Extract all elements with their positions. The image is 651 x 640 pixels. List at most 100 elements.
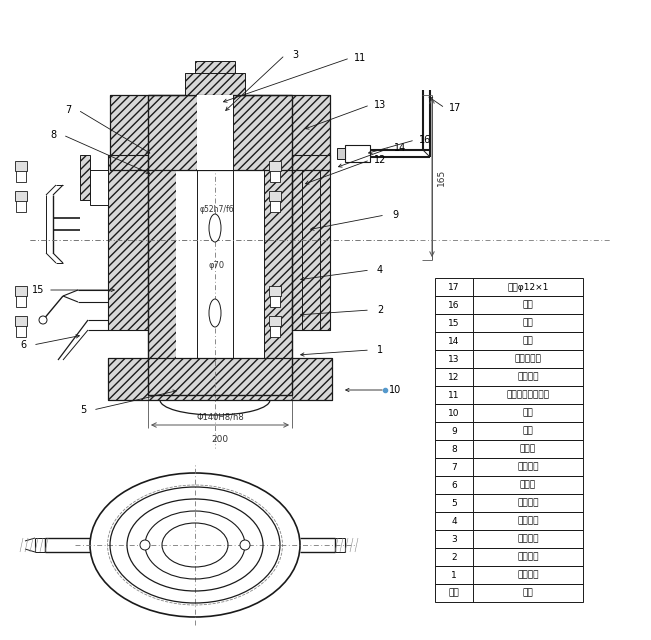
Bar bbox=[269, 191, 281, 201]
Text: 16: 16 bbox=[419, 135, 431, 145]
Text: 3: 3 bbox=[292, 50, 298, 60]
Text: 14: 14 bbox=[394, 143, 406, 153]
Bar bbox=[435, 296, 583, 314]
Bar bbox=[270, 325, 280, 337]
Text: 嵌料: 嵌料 bbox=[523, 319, 533, 328]
Text: 1: 1 bbox=[377, 345, 383, 355]
Text: 2: 2 bbox=[377, 305, 383, 315]
Text: 13: 13 bbox=[449, 355, 460, 364]
Text: 8: 8 bbox=[50, 130, 56, 140]
Text: 17: 17 bbox=[449, 282, 460, 291]
Text: 16: 16 bbox=[449, 301, 460, 310]
Text: 螺栓: 螺栓 bbox=[523, 408, 533, 417]
Bar bbox=[108, 155, 148, 330]
Text: 丝堵: 丝堵 bbox=[523, 426, 533, 435]
Bar bbox=[16, 200, 26, 212]
Text: 11: 11 bbox=[354, 53, 366, 63]
Text: 口形密封圈: 口形密封圈 bbox=[514, 355, 542, 364]
Text: 8: 8 bbox=[451, 445, 457, 454]
Text: 7: 7 bbox=[451, 463, 457, 472]
Bar bbox=[16, 170, 26, 182]
Text: 12: 12 bbox=[449, 372, 460, 381]
Bar bbox=[80, 155, 90, 200]
Text: 填料环: 填料环 bbox=[520, 445, 536, 454]
Bar bbox=[435, 332, 583, 350]
Text: 9: 9 bbox=[392, 210, 398, 220]
Bar bbox=[185, 73, 245, 95]
Bar bbox=[195, 61, 235, 73]
Bar bbox=[435, 386, 583, 404]
Bar bbox=[435, 404, 583, 422]
Bar bbox=[435, 476, 583, 494]
Text: 6: 6 bbox=[20, 340, 26, 350]
Bar bbox=[110, 95, 330, 170]
Bar bbox=[435, 314, 583, 332]
Bar bbox=[108, 358, 332, 400]
Bar bbox=[15, 191, 27, 201]
Bar bbox=[435, 548, 583, 566]
Text: 4: 4 bbox=[377, 265, 383, 275]
Text: 锁紧螺母: 锁紧螺母 bbox=[518, 534, 539, 543]
Text: 4: 4 bbox=[451, 516, 457, 525]
Text: 填料轴套: 填料轴套 bbox=[518, 552, 539, 561]
Bar bbox=[176, 95, 264, 395]
Bar bbox=[269, 161, 281, 171]
Text: 1: 1 bbox=[451, 570, 457, 579]
Text: 13: 13 bbox=[374, 100, 386, 110]
Bar bbox=[269, 316, 281, 326]
Text: 10: 10 bbox=[389, 385, 401, 395]
Circle shape bbox=[39, 316, 47, 324]
Bar bbox=[435, 584, 583, 602]
Text: 螺母: 螺母 bbox=[523, 337, 533, 346]
Bar bbox=[270, 200, 280, 212]
Text: 钉管φ12×1: 钉管φ12×1 bbox=[507, 282, 549, 291]
Bar bbox=[435, 440, 583, 458]
Bar bbox=[16, 325, 26, 337]
Circle shape bbox=[140, 540, 150, 550]
Bar bbox=[270, 295, 280, 307]
Text: 5: 5 bbox=[80, 405, 86, 415]
Bar bbox=[90, 170, 108, 205]
Text: 序号: 序号 bbox=[449, 589, 460, 598]
Bar bbox=[269, 286, 281, 296]
Text: 11: 11 bbox=[449, 390, 460, 399]
Text: 3: 3 bbox=[451, 534, 457, 543]
Bar bbox=[15, 286, 27, 296]
Bar bbox=[16, 295, 26, 307]
Bar bbox=[264, 95, 292, 395]
Text: 2: 2 bbox=[451, 552, 457, 561]
Text: 15: 15 bbox=[449, 319, 460, 328]
Text: 165: 165 bbox=[437, 169, 446, 186]
Bar bbox=[110, 95, 330, 170]
Bar bbox=[435, 278, 583, 296]
Text: 200: 200 bbox=[212, 435, 229, 444]
Bar bbox=[292, 155, 330, 330]
Text: 上导轴承: 上导轴承 bbox=[518, 516, 539, 525]
Circle shape bbox=[240, 540, 250, 550]
Bar bbox=[435, 512, 583, 530]
Bar bbox=[435, 350, 583, 368]
Text: 17: 17 bbox=[449, 103, 461, 113]
Text: 9: 9 bbox=[451, 426, 457, 435]
Bar bbox=[270, 170, 280, 182]
Bar bbox=[148, 95, 292, 395]
Bar bbox=[108, 358, 332, 400]
Bar bbox=[148, 95, 176, 395]
Text: 接头: 接头 bbox=[523, 301, 533, 310]
Bar bbox=[15, 316, 27, 326]
Bar bbox=[435, 530, 583, 548]
Bar bbox=[108, 155, 148, 330]
Ellipse shape bbox=[209, 214, 221, 242]
Bar bbox=[337, 148, 345, 159]
Text: 7: 7 bbox=[65, 105, 71, 115]
Text: 双头螺柱: 双头螺柱 bbox=[518, 372, 539, 381]
Text: 内六角隙紧定螺丁: 内六角隙紧定螺丁 bbox=[506, 390, 549, 399]
Text: 填料压盖: 填料压盖 bbox=[518, 463, 539, 472]
Text: 15: 15 bbox=[32, 285, 44, 295]
Text: 5: 5 bbox=[451, 499, 457, 508]
Text: Φ140H8/h8: Φ140H8/h8 bbox=[196, 413, 244, 422]
Bar bbox=[15, 161, 27, 171]
Bar bbox=[345, 145, 370, 162]
Bar bbox=[435, 494, 583, 512]
Bar bbox=[435, 422, 583, 440]
